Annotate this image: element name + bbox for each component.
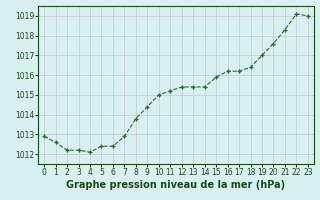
X-axis label: Graphe pression niveau de la mer (hPa): Graphe pression niveau de la mer (hPa) (67, 180, 285, 190)
